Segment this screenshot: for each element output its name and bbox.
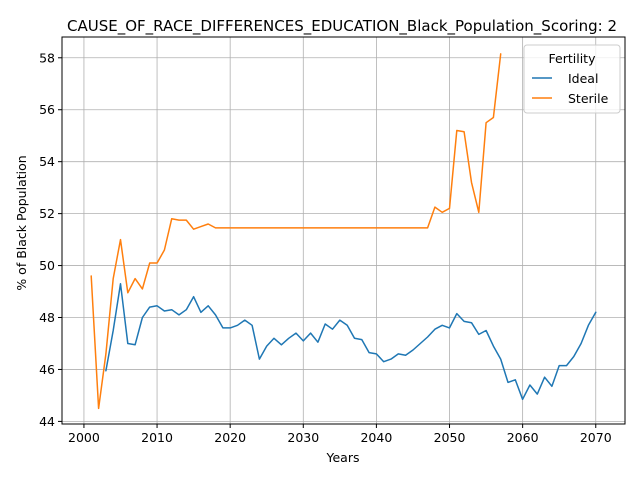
legend-box bbox=[523, 44, 621, 114]
x-tick-label: 2070 bbox=[580, 430, 612, 445]
y-axis-label: % of Black Population bbox=[14, 155, 29, 290]
legend-title: Fertility bbox=[549, 51, 597, 66]
plot-frame bbox=[61, 36, 626, 425]
series-line-sterile bbox=[90, 53, 502, 410]
y-tick-label: 58 bbox=[39, 50, 55, 65]
x-tick-label: 2050 bbox=[434, 430, 466, 445]
chart-title: CAUSE_OF_RACE_DIFFERENCES_EDUCATION_Blac… bbox=[67, 17, 617, 36]
x-tick-label: 2000 bbox=[68, 430, 100, 445]
y-tick-label: 46 bbox=[39, 362, 55, 377]
y-tick-label: 54 bbox=[39, 154, 55, 169]
legend-label-sterile: Sterile bbox=[568, 91, 609, 106]
y-tick-label: 52 bbox=[39, 206, 55, 221]
legend-label-ideal: Ideal bbox=[568, 71, 598, 86]
y-tick-label: 44 bbox=[39, 414, 55, 429]
x-tick-label: 2020 bbox=[214, 430, 246, 445]
x-tick-label: 2030 bbox=[287, 430, 319, 445]
legend: Fertility Ideal Sterile bbox=[523, 44, 621, 114]
x-tick-label: 2040 bbox=[360, 430, 392, 445]
series-line-ideal bbox=[105, 282, 597, 401]
y-tick-label: 50 bbox=[39, 258, 55, 273]
y-tick-label: 48 bbox=[39, 310, 55, 325]
x-tick-label: 2060 bbox=[507, 430, 539, 445]
x-tick-label: 2010 bbox=[141, 430, 173, 445]
y-tick-label: 56 bbox=[39, 102, 55, 117]
axis-ticks: 2000 2010 2020 2030 2040 2050 2060 2070 44 46 48 50… bbox=[39, 50, 612, 445]
series-lines bbox=[90, 53, 597, 410]
x-axis-label: Years bbox=[326, 450, 360, 465]
